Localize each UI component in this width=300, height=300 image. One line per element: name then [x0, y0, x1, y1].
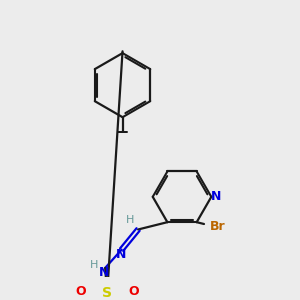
Text: N: N	[99, 266, 110, 279]
Text: N: N	[211, 190, 221, 203]
Text: S: S	[102, 286, 112, 300]
Text: O: O	[128, 285, 139, 298]
Text: O: O	[75, 285, 86, 298]
Text: N: N	[116, 248, 126, 261]
Text: H: H	[90, 260, 98, 270]
Text: Br: Br	[210, 220, 226, 233]
Text: H: H	[126, 215, 134, 225]
